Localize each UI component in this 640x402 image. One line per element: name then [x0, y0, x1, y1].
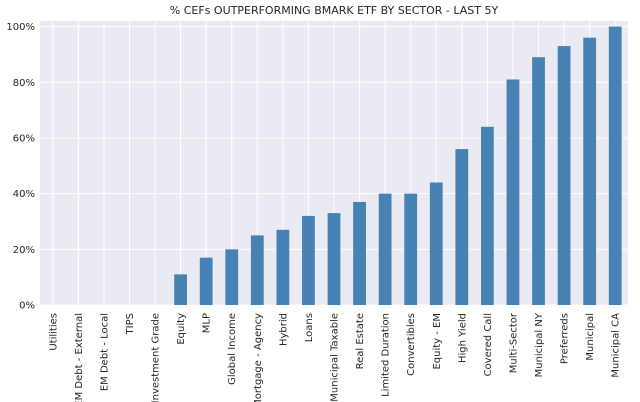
x-tick-label: Covered Call — [483, 313, 494, 376]
x-tick-label: MLP — [202, 313, 213, 333]
x-tick-label: Hybrid — [278, 313, 289, 346]
x-tick-label: High Yield — [457, 313, 468, 363]
bar — [353, 201, 366, 305]
x-tick-label: Multi-Sector — [508, 312, 519, 373]
bar — [174, 274, 187, 305]
bar — [378, 193, 392, 305]
y-axis-ticks: 0% 20% 40% 60% 80% 100% — [6, 22, 35, 311]
x-tick-label: Equity — [176, 313, 187, 345]
bar — [532, 57, 545, 306]
y-tick-label: 20% — [13, 245, 35, 256]
y-tick-label: 100% — [6, 22, 35, 33]
x-tick-label: Municipal — [585, 313, 596, 361]
x-tick-label: Municipal NY — [534, 312, 545, 377]
x-tick-label: Investment Grade — [151, 313, 162, 402]
x-tick-label: Limited Duration — [381, 313, 392, 397]
bar — [276, 229, 290, 305]
x-tick-label: Equity - EM — [432, 313, 443, 370]
bar — [506, 79, 520, 306]
bar — [302, 215, 315, 305]
bar — [250, 235, 264, 305]
bar — [199, 257, 213, 305]
x-tick-label: Preferreds — [560, 313, 571, 364]
x-tick-label: TIPS — [125, 313, 136, 335]
bar — [429, 182, 443, 305]
bars — [174, 26, 622, 306]
x-tick-label: EM Debt - Local — [99, 313, 110, 391]
bar — [557, 46, 571, 305]
x-tick-label: Loans — [304, 313, 315, 342]
x-axis-ticks: Utilities EM Debt - External EM Debt - Loc… — [48, 312, 621, 402]
y-tick-label: 60% — [13, 133, 35, 144]
x-tick-label: Convertibles — [406, 313, 417, 376]
x-tick-label: EM Debt - External — [74, 313, 85, 402]
x-tick-label: Real Estate — [355, 313, 366, 369]
bar — [608, 26, 622, 305]
bar — [583, 37, 597, 306]
y-tick-label: 0% — [19, 301, 35, 312]
bar — [404, 193, 418, 305]
x-tick-label: Utilities — [48, 313, 59, 351]
bar — [481, 126, 494, 305]
bar — [225, 249, 239, 305]
y-tick-label: 80% — [13, 78, 35, 89]
x-tick-label: Mortgage - Agency — [253, 313, 264, 402]
x-tick-label: Municipal CA — [611, 313, 622, 378]
x-tick-label: Global Income — [227, 313, 238, 385]
y-tick-label: 40% — [13, 189, 35, 200]
x-tick-label: Municipal Taxable — [330, 313, 341, 402]
bar — [455, 149, 469, 305]
chart-title: % CEFs OUTPERFORMING BMARK ETF BY SECTOR… — [170, 4, 499, 17]
bar — [327, 213, 341, 305]
